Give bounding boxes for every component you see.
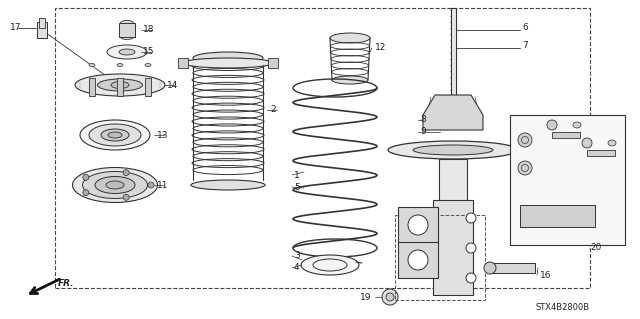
- Ellipse shape: [608, 140, 616, 146]
- Circle shape: [408, 250, 428, 270]
- Ellipse shape: [80, 120, 150, 150]
- Ellipse shape: [95, 176, 135, 194]
- Ellipse shape: [413, 145, 493, 155]
- Bar: [268, 58, 278, 68]
- Circle shape: [408, 215, 428, 235]
- Ellipse shape: [332, 76, 368, 84]
- Ellipse shape: [301, 255, 359, 275]
- Bar: [39, 18, 45, 28]
- Circle shape: [148, 182, 154, 188]
- Ellipse shape: [83, 172, 147, 198]
- Text: 1: 1: [294, 170, 300, 180]
- Ellipse shape: [101, 129, 129, 141]
- Ellipse shape: [72, 167, 157, 203]
- Ellipse shape: [89, 124, 141, 146]
- Circle shape: [382, 289, 398, 305]
- Bar: [55, 8, 590, 288]
- Bar: [145, 78, 151, 96]
- Bar: [433, 200, 473, 295]
- Circle shape: [484, 262, 496, 274]
- Bar: [178, 58, 188, 68]
- Text: 12: 12: [375, 43, 387, 53]
- Ellipse shape: [106, 181, 124, 189]
- Bar: [395, 215, 485, 300]
- Ellipse shape: [388, 141, 518, 159]
- Ellipse shape: [120, 20, 134, 26]
- Text: 16: 16: [540, 271, 552, 279]
- Bar: [520, 205, 595, 227]
- Circle shape: [386, 293, 394, 301]
- Circle shape: [124, 27, 130, 33]
- Bar: [490, 263, 535, 273]
- Circle shape: [518, 161, 532, 175]
- Text: 6: 6: [522, 24, 528, 33]
- Ellipse shape: [193, 52, 263, 64]
- Bar: [587, 150, 615, 156]
- Polygon shape: [423, 95, 483, 130]
- Ellipse shape: [89, 63, 95, 66]
- Circle shape: [83, 174, 89, 180]
- Text: 17: 17: [10, 24, 22, 33]
- Circle shape: [582, 138, 592, 148]
- Ellipse shape: [117, 63, 123, 66]
- Ellipse shape: [120, 34, 134, 40]
- Ellipse shape: [119, 49, 135, 55]
- Text: 15: 15: [143, 48, 154, 56]
- Text: 5: 5: [294, 182, 300, 191]
- Bar: [89, 78, 95, 96]
- Bar: [117, 78, 123, 96]
- Text: 18: 18: [143, 26, 154, 34]
- Circle shape: [466, 213, 476, 223]
- Bar: [552, 132, 580, 138]
- Text: 8: 8: [420, 115, 426, 124]
- Text: FR.: FR.: [58, 278, 74, 287]
- Bar: [510, 115, 625, 245]
- Text: 13: 13: [157, 130, 168, 139]
- Bar: [398, 242, 438, 278]
- Circle shape: [518, 133, 532, 147]
- Bar: [37, 22, 47, 38]
- Text: STX4B2800B: STX4B2800B: [536, 303, 590, 313]
- Ellipse shape: [108, 132, 122, 138]
- Circle shape: [123, 194, 129, 200]
- Text: 20: 20: [590, 243, 602, 253]
- Bar: [439, 159, 467, 255]
- Text: 9: 9: [420, 128, 426, 137]
- Ellipse shape: [183, 58, 273, 68]
- Text: 4: 4: [294, 263, 300, 272]
- Text: 19: 19: [360, 293, 371, 301]
- Bar: [119, 23, 135, 37]
- Circle shape: [466, 273, 476, 283]
- Ellipse shape: [573, 122, 581, 128]
- Ellipse shape: [145, 63, 151, 66]
- Text: 2: 2: [270, 106, 276, 115]
- Text: 14: 14: [167, 80, 179, 90]
- Circle shape: [466, 243, 476, 253]
- Ellipse shape: [111, 81, 129, 88]
- Bar: [398, 207, 438, 243]
- Ellipse shape: [330, 33, 370, 43]
- Circle shape: [83, 189, 89, 196]
- Text: 10: 10: [267, 61, 278, 70]
- Ellipse shape: [97, 79, 143, 91]
- Ellipse shape: [191, 180, 265, 190]
- Text: 3: 3: [294, 251, 300, 261]
- Text: 11: 11: [157, 181, 168, 189]
- Bar: [451, 8, 456, 95]
- Circle shape: [123, 170, 129, 176]
- Ellipse shape: [75, 74, 165, 96]
- Ellipse shape: [107, 45, 147, 59]
- Text: 7: 7: [522, 41, 528, 50]
- Circle shape: [547, 120, 557, 130]
